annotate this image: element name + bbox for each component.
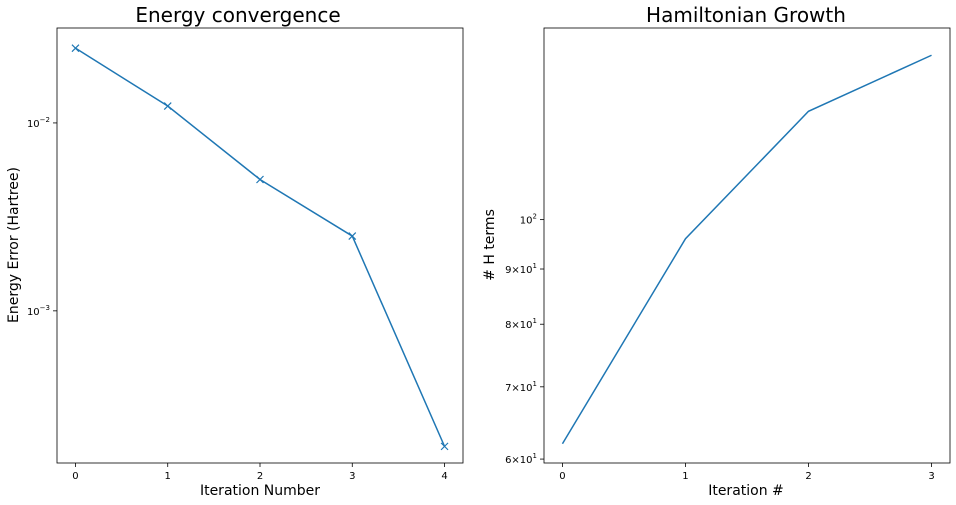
y-tick-label: 9×101 — [505, 262, 537, 276]
x-axis: 0 1 2 3 — [559, 463, 935, 482]
y-tick-label: 8×101 — [505, 317, 537, 331]
x-axis: 0 1 2 3 4 — [72, 463, 448, 482]
x-tick-label: 3 — [928, 471, 934, 482]
energy-convergence-chart: Energy convergence 0 1 2 3 4 10−2 10−3 Iterat… — [6, 3, 464, 499]
x-tick-label: 4 — [441, 471, 447, 482]
series-marks — [561, 54, 932, 445]
y-axis-label: Energy Error (Hartree) — [6, 167, 22, 323]
hamiltonian-growth-chart: Hamiltonian Growth 0 1 2 3 6×101 7×101 8×101 9… — [482, 3, 951, 499]
plot-frame — [543, 27, 951, 464]
x-axis-label: Iteration Number — [200, 483, 320, 499]
y-tick-label: 10−3 — [27, 304, 50, 318]
y-axis: 10−2 10−3 — [27, 116, 57, 318]
data-point — [348, 232, 357, 240]
y-tick-label: 7×101 — [505, 380, 537, 394]
y-axis-label: # H terms — [482, 209, 498, 281]
chart-title: Energy convergence — [135, 3, 340, 27]
chart-title: Hamiltonian Growth — [646, 3, 846, 27]
x-tick-label: 1 — [165, 471, 171, 482]
y-axis: 6×101 7×101 8×101 9×101 102 — [505, 213, 544, 466]
x-tick-label: 1 — [682, 471, 688, 482]
x-axis-label: Iteration # — [708, 483, 784, 499]
x-tick-label: 0 — [559, 471, 565, 482]
data-point — [440, 442, 449, 451]
plot-frame — [56, 27, 464, 464]
x-tick-label: 3 — [349, 471, 355, 482]
data-point — [256, 175, 264, 184]
series-line — [561, 54, 932, 445]
y-tick-label: 10−2 — [27, 116, 50, 130]
data-point — [163, 102, 172, 110]
data-point — [71, 44, 80, 53]
series-marks — [71, 44, 449, 451]
y-tick-label: 102 — [520, 213, 537, 227]
x-tick-label: 2 — [257, 471, 263, 482]
x-tick-label: 2 — [805, 471, 811, 482]
series-line — [75, 47, 446, 447]
x-tick-label: 0 — [72, 471, 78, 482]
y-tick-label: 6×101 — [505, 452, 537, 466]
